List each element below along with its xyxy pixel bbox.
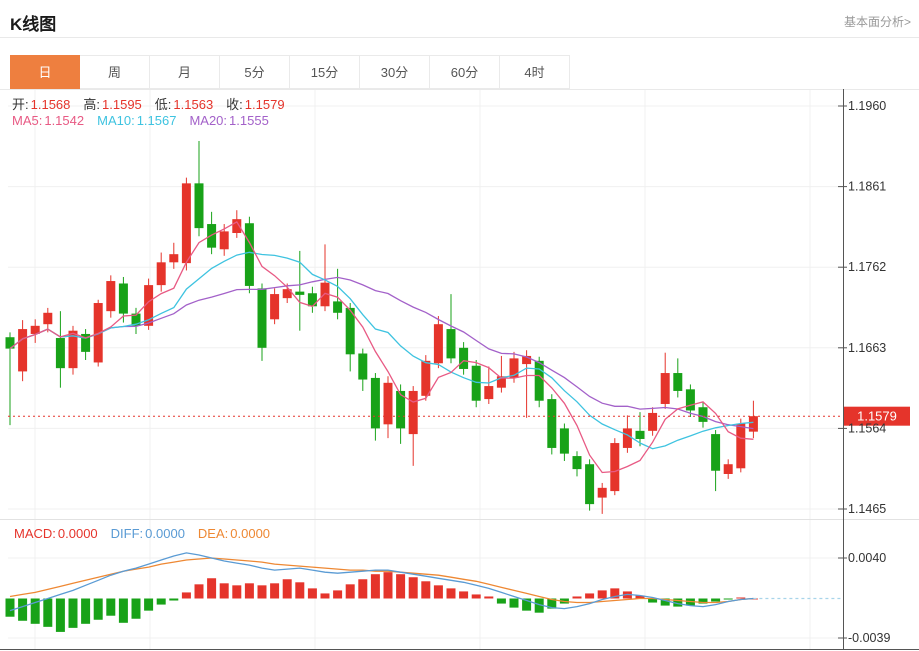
tab-4时[interactable]: 4时	[500, 55, 570, 89]
tab-15分[interactable]: 15分	[290, 55, 360, 89]
svg-text:1.1465: 1.1465	[848, 502, 886, 516]
header-divider	[0, 37, 919, 38]
header: K线图 基本面分析>	[0, 0, 919, 37]
svg-text:1.1861: 1.1861	[848, 180, 886, 194]
tab-60分[interactable]: 60分	[430, 55, 500, 89]
fundamental-analysis-link[interactable]: 基本面分析>	[843, 15, 911, 29]
main-chart	[5, 141, 758, 514]
svg-text:1.1579: 1.1579	[857, 409, 897, 424]
kline-chart[interactable]: 1.1579 1.1960 1.1861 1.1762 1.1663 1.1564 1.14…	[0, 89, 919, 651]
price-axis-labels: 1.1960 1.1861 1.1762 1.1663 1.1564 1.1465 0.00…	[838, 99, 890, 645]
svg-text:0.0040: 0.0040	[848, 551, 886, 565]
page-title: K线图	[10, 15, 57, 34]
period-tabs: 日周月 5分 15分 30分 60分 4时	[10, 55, 919, 89]
tab-月[interactable]: 月	[150, 55, 220, 89]
tab-30分[interactable]: 30分	[360, 55, 430, 89]
svg-text:-0.0039: -0.0039	[848, 631, 890, 645]
current-price-badge: 1.1579	[844, 406, 910, 426]
svg-text:1.1762: 1.1762	[848, 260, 886, 274]
chart-area: 开: 1.1568 高: 1.1595 低: 1.1563 收: 1.1579 MA5: 1.1…	[0, 89, 919, 651]
svg-text:1.1663: 1.1663	[848, 341, 886, 355]
tab-日[interactable]: 日	[10, 55, 80, 89]
svg-text:1.1564: 1.1564	[848, 421, 886, 435]
tab-5分[interactable]: 5分	[220, 55, 290, 89]
macd-panel	[5, 552, 843, 632]
svg-text:1.1960: 1.1960	[848, 99, 886, 113]
tab-周[interactable]: 周	[80, 55, 150, 89]
